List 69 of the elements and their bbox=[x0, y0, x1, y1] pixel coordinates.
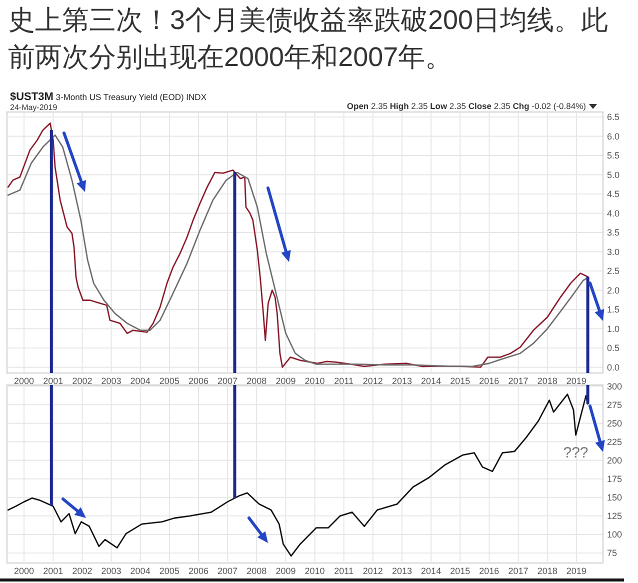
y-tick-label: 300 bbox=[607, 381, 622, 392]
x-tick-label: 2019 bbox=[566, 566, 586, 576]
x-tick-label: 2003 bbox=[101, 566, 122, 576]
y-tick-label: 6.0 bbox=[607, 131, 620, 142]
x-tick-label: 2011 bbox=[334, 566, 354, 576]
y-tick-label: 225 bbox=[607, 436, 622, 447]
x-tick-label: 2009 bbox=[276, 566, 296, 576]
x-tick-label: 2008 bbox=[246, 376, 267, 386]
x-tick-label: 2014 bbox=[421, 566, 442, 576]
y-tick-label: 5.5 bbox=[607, 150, 620, 161]
y-tick-label: 6.5 bbox=[607, 112, 620, 122]
x-tick-label: 2016 bbox=[479, 376, 500, 386]
y-tick-label: 125 bbox=[607, 511, 622, 522]
x-tick-label: 2013 bbox=[392, 376, 412, 386]
x-tick-label: 2006 bbox=[188, 376, 209, 386]
x-tick-label: 2010 bbox=[304, 376, 325, 386]
x-tick-label: 2005 bbox=[159, 566, 180, 576]
y-tick-label: 3.5 bbox=[607, 228, 620, 238]
text: Open 2.35 High 2.35 Low 2.35 Close 2.35 Chg -0.02 (-0.84%) bbox=[346, 101, 586, 111]
x-tick-label: 2011 bbox=[334, 376, 354, 386]
x-tick-label: 2012 bbox=[362, 376, 383, 386]
y-tick-label: 5.0 bbox=[607, 170, 620, 180]
annotation: ??? bbox=[563, 444, 588, 462]
x-tick-label: 2008 bbox=[246, 566, 267, 576]
x-tick-label: 2009 bbox=[276, 376, 296, 386]
x-tick-label: 2012 bbox=[362, 566, 383, 576]
y-tick-label: 175 bbox=[607, 474, 622, 484]
y-tick-label: 2.5 bbox=[607, 266, 620, 276]
x-tick-label: 2003 bbox=[101, 376, 122, 386]
x-tick-label: 2019 bbox=[566, 376, 586, 386]
y-tick-label: 3.0 bbox=[607, 246, 620, 257]
x-tick-label: 2002 bbox=[72, 566, 92, 576]
chart-subtitle: $UST3M 3-Month US Treasury Yield (EOD) INDX bbox=[10, 91, 207, 103]
x-tick-label: 2015 bbox=[450, 566, 470, 576]
x-tick-label: 2004 bbox=[130, 376, 150, 386]
x-tick-label: 2015 bbox=[450, 376, 470, 386]
y-tick-label: 75 bbox=[607, 548, 618, 558]
y-tick-label: 200 bbox=[607, 455, 622, 466]
x-tick-label: 2000 bbox=[14, 376, 34, 386]
x-tick-label: 2017 bbox=[508, 566, 528, 576]
chart-title: 史上第三次！3个月美债收益率跌破200日均线。此前两次分别出现在2000年和2007年。 bbox=[8, 5, 608, 72]
x-tick-label: 2016 bbox=[479, 566, 500, 576]
y-tick-label: 0.0 bbox=[607, 362, 620, 372]
y-tick-label: 4.0 bbox=[607, 208, 620, 218]
y-tick-label: 100 bbox=[607, 530, 622, 540]
x-tick-label: 2017 bbox=[508, 376, 528, 386]
x-tick-label: 2005 bbox=[159, 376, 180, 386]
y-tick-label: 0.5 bbox=[607, 343, 620, 354]
y-tick-label: 2.0 bbox=[607, 285, 620, 296]
x-tick-label: 2006 bbox=[188, 566, 209, 576]
text: 24-May-2019 bbox=[10, 103, 58, 112]
x-tick-label: 2010 bbox=[304, 566, 325, 576]
y-tick-label: 150 bbox=[607, 492, 622, 503]
y-tick-label: 275 bbox=[607, 400, 622, 410]
x-tick-label: 2004 bbox=[130, 566, 150, 576]
x-tick-label: 2007 bbox=[218, 566, 238, 576]
x-tick-label: 2018 bbox=[537, 566, 558, 576]
x-tick-label: 2001 bbox=[43, 566, 64, 576]
y-tick-label: 4.5 bbox=[607, 189, 620, 200]
x-tick-label: 2018 bbox=[537, 376, 558, 386]
x-tick-label: 2013 bbox=[392, 566, 412, 576]
x-tick-label: 2002 bbox=[72, 376, 92, 386]
x-tick-label: 2000 bbox=[14, 566, 34, 576]
x-tick-label: 2007 bbox=[218, 376, 238, 386]
y-tick-label: 1.5 bbox=[607, 304, 620, 315]
x-tick-label: 2001 bbox=[43, 376, 64, 386]
y-tick-label: 1.0 bbox=[607, 324, 620, 334]
y-tick-label: 250 bbox=[607, 418, 622, 428]
x-tick-label: 2014 bbox=[421, 376, 442, 386]
